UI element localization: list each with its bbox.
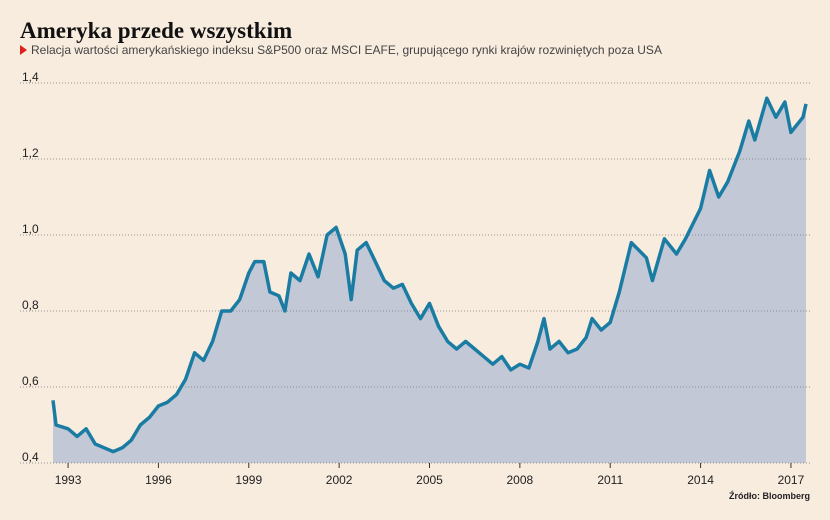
y-tick-label: 0,4 <box>22 450 39 464</box>
y-tick-label: 1,2 <box>22 146 39 160</box>
bullet <box>20 45 27 55</box>
x-tick-label: 2008 <box>507 473 534 487</box>
chart-subtitle: Relacja wartości amerykańskiego indeksu … <box>31 43 662 57</box>
x-tick-label: 2005 <box>416 473 443 487</box>
area <box>53 98 806 463</box>
chart-title: Ameryka przede wszystkim <box>20 18 292 43</box>
y-tick-label: 0,6 <box>22 374 39 388</box>
y-tick-label: 0,8 <box>22 298 39 312</box>
x-tick-label: 2002 <box>326 473 353 487</box>
x-tick-label: 1993 <box>55 473 82 487</box>
source: Źródło: Bloomberg <box>729 491 810 501</box>
y-tick-label: 1,4 <box>22 70 39 84</box>
line <box>51 96 808 454</box>
x-tick-label: 2011 <box>597 473 623 487</box>
x-tick-label: 2017 <box>778 473 805 487</box>
x-tick-label: 2014 <box>687 473 714 487</box>
y-tick-label: 1,0 <box>22 222 39 236</box>
x-tick-label: 1999 <box>235 473 262 487</box>
x-tick-label: 1996 <box>145 473 172 487</box>
